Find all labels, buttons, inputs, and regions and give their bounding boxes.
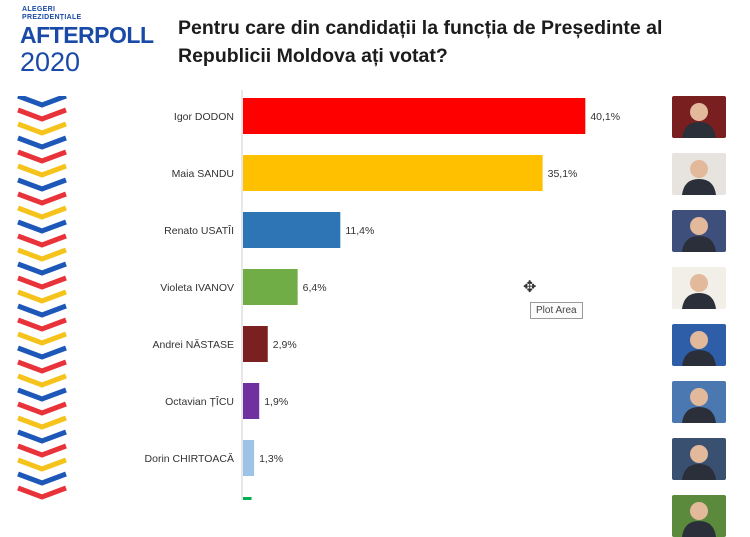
chevron-stripe: [17, 177, 67, 192]
chevron-stripe: [17, 135, 67, 150]
category-label: Dorin CHIRTOACĂ: [145, 452, 234, 465]
bar[interactable]: [243, 212, 341, 248]
value-label: 11,4%: [345, 225, 374, 237]
chevron-stripe: [17, 359, 67, 374]
chevron-stripe: [17, 205, 67, 220]
brand-label-prezidentiale: PREZIDENȚIALE: [22, 14, 82, 21]
category-label: Violeta IVANOV: [160, 282, 234, 294]
candidate-photo-icon: [672, 324, 726, 366]
candidate-photo-icon: [672, 153, 726, 195]
bar-chart[interactable]: Igor DODON 40,1% Maia SANDU 35,1% Renato USA…: [0, 0, 750, 500]
bar[interactable]: [243, 440, 255, 476]
category-label: Maia SANDU: [172, 168, 234, 180]
candidate-photo-icon: [672, 495, 726, 537]
value-label: 1,9%: [264, 396, 288, 408]
move-cursor-icon: ✥: [523, 279, 537, 296]
chevron-stripe: [17, 429, 67, 444]
brand-panel: ALEGERI PREZIDENȚIALE AFTERPOLL 2020: [0, 0, 170, 500]
category-label: Igor DODON: [174, 111, 234, 123]
chevron-stripe: [17, 303, 67, 318]
chevron-stripe: [17, 457, 67, 472]
chevron-stripe: [17, 233, 67, 248]
bar[interactable]: [243, 497, 252, 500]
chevron-pattern-icon: [17, 96, 67, 500]
brand-title: AFTERPOLL: [20, 22, 154, 48]
chevron-stripe: [17, 219, 67, 234]
bar[interactable]: [243, 269, 298, 305]
chevron-stripe: [17, 387, 67, 402]
chevron-stripe: [17, 149, 67, 164]
chevron-stripe: [17, 317, 67, 332]
chevron-stripe: [17, 485, 67, 500]
category-label: Andrei NĂSTASE: [152, 338, 234, 351]
chevron-stripe: [17, 401, 67, 416]
bar[interactable]: [243, 155, 543, 191]
chevron-stripe: [17, 443, 67, 458]
chevron-stripe: [17, 191, 67, 206]
chevron-stripe: [17, 107, 67, 122]
chevron-stripe: [17, 345, 67, 360]
category-label: Octavian ȚÎCU: [165, 395, 234, 408]
bar[interactable]: [243, 326, 268, 362]
bar[interactable]: [243, 98, 586, 134]
bar[interactable]: [243, 383, 260, 419]
chart-title-line1: Pentru care din candidații la funcția de…: [178, 17, 663, 39]
candidate-photo-icon: [672, 381, 726, 423]
chevron-stripe: [17, 163, 67, 178]
candidate-photo-icon: [672, 267, 726, 309]
candidate-photo-icon: [672, 438, 726, 480]
brand-year: 2020: [20, 47, 81, 77]
plot-area-tooltip: Plot Area: [530, 302, 583, 319]
chevron-stripe: [17, 96, 67, 108]
category-label: Renato USATÎI: [164, 224, 234, 237]
value-label: 35,1%: [548, 168, 578, 180]
value-label: 6,4%: [303, 282, 327, 294]
chevron-stripe: [17, 289, 67, 304]
value-label: 1,3%: [259, 453, 283, 465]
brand-label-alegeri: ALEGERI: [22, 6, 56, 13]
chevron-stripe: [17, 275, 67, 290]
candidate-photo-icon: [672, 210, 726, 252]
chevron-stripe: [17, 415, 67, 430]
chevron-stripe: [17, 331, 67, 346]
chevron-stripe: [17, 121, 67, 136]
chevron-stripe: [17, 373, 67, 388]
chart-title-line2: Republicii Moldova ați votat?: [178, 45, 448, 67]
chevron-stripe: [17, 247, 67, 262]
chevron-stripe: [17, 471, 67, 486]
value-label: 2,9%: [273, 339, 297, 351]
value-label: 40,1%: [590, 111, 620, 123]
chevron-stripe: [17, 261, 67, 276]
chart-title: Pentru care din candidații la funcția de…: [178, 14, 748, 70]
candidate-photo-icon: [672, 96, 726, 138]
